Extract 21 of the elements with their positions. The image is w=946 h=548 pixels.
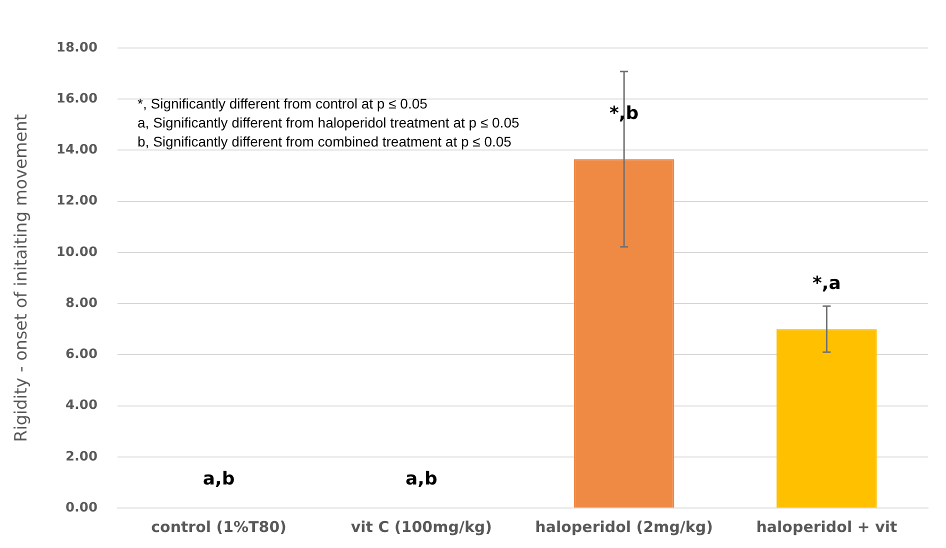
annotation: *,a: [812, 272, 841, 294]
y-tick-label: 2.00: [65, 449, 98, 464]
annotation: a, Significantly different from haloperidol treatment at p ≤ 0.05: [138, 114, 520, 131]
x-tick-label: vit C (100mg/kg): [350, 518, 492, 536]
y-tick-label: 12.00: [56, 194, 98, 209]
x-tick-label: control (1%T80): [151, 518, 287, 536]
y-tick-label: 0.00: [65, 500, 98, 516]
annotation: a,b: [202, 468, 235, 490]
annotation: a,b: [406, 468, 438, 490]
y-tick-label: 10.00: [56, 244, 98, 260]
y-tick-label: 18.00: [56, 40, 98, 56]
annotation: *, Significantly different from control at p ≤ 0.05: [138, 96, 428, 112]
annotation: b, Significantly different from combined treatment at p ≤ 0.05: [138, 134, 512, 150]
y-tick-label: 14.00: [56, 142, 98, 158]
y-tick-label: 8.00: [65, 296, 98, 311]
y-tick-label: 6.00: [65, 347, 98, 362]
y-tick-label: 16.00: [56, 91, 98, 106]
x-tick-label: haloperidol + vit: [756, 518, 898, 536]
x-tick-label: haloperidol (2mg/kg): [535, 518, 713, 536]
y-tick-label: 4.00: [65, 398, 98, 414]
y-axis-title: Rigidity - onset of initaiting movement: [12, 114, 32, 442]
